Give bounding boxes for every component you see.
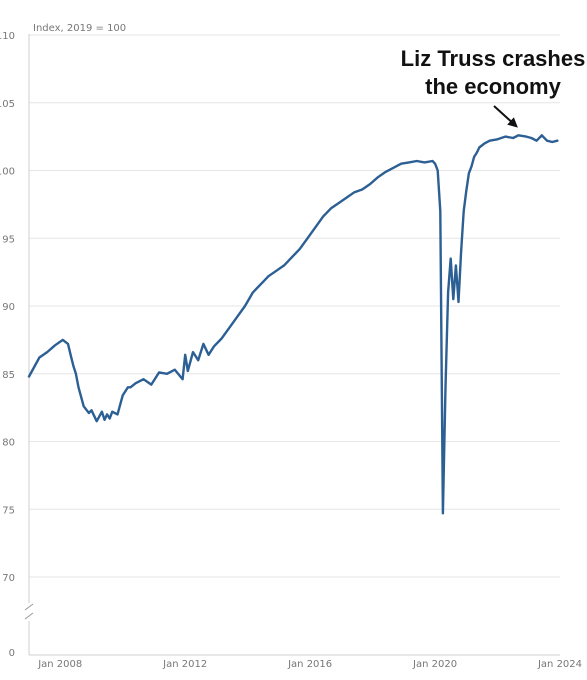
y-tick-label: 0: [9, 648, 15, 659]
annotation-arrow: [493, 105, 518, 128]
x-tick-label: Jan 2024: [537, 659, 582, 670]
y-tick-label: 90: [2, 302, 15, 313]
y-tick-label: 80: [2, 438, 15, 449]
grid: [29, 34, 560, 578]
annotation: Liz Truss crashes the economy: [401, 46, 586, 128]
y-axis-break-mark: [22, 603, 36, 621]
axes: [22, 34, 560, 656]
y-tick-label: 95: [2, 234, 15, 245]
y-tick-label: 110: [0, 31, 15, 42]
annotation-line-1: Liz Truss crashes: [401, 46, 586, 71]
y-tick-label: 85: [2, 370, 15, 381]
y-tick-label: 100: [0, 167, 15, 178]
y-tick-label: 105: [0, 99, 15, 110]
annotation-line-2: the economy: [425, 74, 561, 99]
x-tick-label: Jan 2008: [37, 659, 82, 670]
y-axis-label: Index, 2019 = 100: [33, 23, 126, 34]
x-tick-label: Jan 2020: [412, 659, 457, 670]
y-tick-labels: 110 105 100 95 90 85 80 75 70 0: [0, 31, 15, 659]
x-tick-labels: Jan 2008 Jan 2012 Jan 2016 Jan 2020 Jan 2024: [37, 659, 582, 670]
y-tick-label: 75: [2, 505, 15, 516]
x-tick-label: Jan 2016: [287, 659, 332, 670]
x-tick-label: Jan 2012: [162, 659, 207, 670]
y-tick-label: 70: [2, 573, 15, 584]
series-line: [27, 134, 559, 515]
